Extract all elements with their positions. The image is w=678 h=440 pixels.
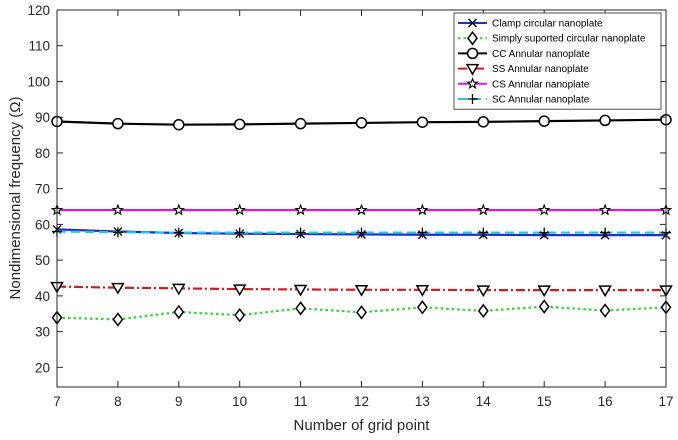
data-point-cc-annular-nanoplate-10 [233, 118, 246, 131]
data-point-simply-suported-circular-nanoplate-8 [112, 312, 124, 327]
y-tick-label: 110 [28, 39, 50, 54]
data-point-simply-suported-circular-nanoplate-14 [477, 303, 489, 319]
legend-marker-cc-annular-nanoplate [466, 47, 479, 60]
data-point-simply-suported-circular-nanoplate-12 [356, 305, 367, 320]
data-point-cs-annular-nanoplate-16 [598, 203, 612, 216]
x-tick-label: 9 [175, 394, 183, 409]
legend-label-cs-annular-nanoplate: CS Annular nanoplate [492, 79, 590, 90]
data-point-cc-annular-nanoplate-16 [599, 114, 611, 127]
data-point-simply-suported-circular-nanoplate-16 [599, 303, 611, 318]
data-point-simply-suported-circular-nanoplate-10 [234, 307, 246, 323]
y-tick-label: 100 [27, 74, 50, 89]
y-tick-label: 30 [35, 325, 50, 340]
data-point-cs-annular-nanoplate-10 [233, 203, 246, 216]
data-point-cc-annular-nanoplate-14 [477, 116, 490, 128]
data-point-ss-annular-nanoplate-11 [293, 284, 308, 297]
y-tick-label: 120 [27, 3, 50, 18]
y-tick-label: 70 [35, 182, 50, 197]
data-point-simply-suported-circular-nanoplate-15 [538, 299, 550, 314]
series-layer [50, 113, 673, 327]
data-point-cs-annular-nanoplate-12 [355, 203, 368, 216]
legend-label-simply-suported-circular-nanoplate: Simply suported circular nanoplate [492, 34, 646, 45]
data-point-sc-annular-nanoplate-13 [417, 227, 428, 238]
data-point-ss-annular-nanoplate-9 [171, 283, 186, 296]
data-point-ss-annular-nanoplate-14 [476, 285, 491, 298]
data-point-cc-annular-nanoplate-15 [538, 115, 550, 127]
x-tick-label: 8 [114, 394, 122, 409]
legend-marker-simply-suported-circular-nanoplate [467, 30, 478, 46]
data-point-simply-suported-circular-nanoplate-13 [416, 300, 428, 315]
data-point-cc-annular-nanoplate-12 [355, 117, 368, 129]
legend-label-cc-annular-nanoplate: CC Annular nanoplate [492, 49, 590, 60]
x-tick-label: 14 [476, 394, 492, 409]
data-point-sc-annular-nanoplate-10 [234, 227, 245, 238]
data-point-sc-annular-nanoplate-14 [478, 227, 489, 238]
data-point-cc-annular-nanoplate-11 [294, 117, 307, 130]
data-point-ss-annular-nanoplate-12 [354, 285, 369, 297]
legend-label-sc-annular-nanoplate: SC Annular nanoplate [492, 95, 590, 106]
x-axis-label: Number of grid point [294, 417, 431, 434]
data-point-cc-annular-nanoplate-9 [173, 118, 185, 131]
x-tick-label: 7 [53, 394, 61, 409]
data-point-sc-annular-nanoplate-15 [539, 227, 550, 238]
legend: Clamp circular nanoplate Simply suported … [453, 12, 662, 110]
x-tick-label: 11 [294, 394, 308, 409]
data-point-cs-annular-nanoplate-8 [111, 203, 125, 216]
x-tick-label: 10 [232, 394, 247, 409]
y-tick-label: 40 [35, 289, 50, 304]
legend-label-clamp-circular-nanoplate: Clamp circular nanoplate [492, 19, 603, 30]
data-point-sc-annular-nanoplate-16 [600, 227, 611, 238]
data-point-cs-annular-nanoplate-14 [477, 203, 490, 216]
legend-item-cc-annular-nanoplate: CC Annular nanoplate [458, 47, 590, 60]
legend-item-sc-annular-nanoplate: SC Annular nanoplate [458, 94, 590, 106]
data-point-simply-suported-circular-nanoplate-9 [173, 304, 185, 320]
data-point-cs-annular-nanoplate-15 [537, 203, 551, 216]
data-point-cc-annular-nanoplate-8 [112, 117, 124, 130]
legend-item-simply-suported-circular-nanoplate: Simply suported circular nanoplate [458, 30, 646, 46]
legend-item-clamp-circular-nanoplate: Clamp circular nanoplate [458, 19, 603, 30]
data-point-cs-annular-nanoplate-9 [172, 203, 186, 216]
y-tick-label: 20 [35, 360, 50, 375]
legend-marker-sc-annular-nanoplate [467, 94, 478, 104]
legend-item-ss-annular-nanoplate: SS Annular nanoplate [458, 63, 589, 76]
data-point-ss-annular-nanoplate-13 [415, 285, 430, 297]
data-point-cc-annular-nanoplate-13 [416, 116, 429, 128]
x-tick-label: 16 [598, 394, 613, 409]
data-point-sc-annular-nanoplate-12 [356, 227, 367, 238]
x-tick-label: 12 [354, 394, 369, 409]
data-point-ss-annular-nanoplate-15 [537, 285, 552, 298]
x-tick-label: 13 [415, 394, 430, 409]
y-tick-label: 60 [35, 217, 50, 232]
legend-marker-ss-annular-nanoplate [465, 63, 480, 76]
data-point-simply-suported-circular-nanoplate-11 [295, 301, 307, 316]
data-point-ss-annular-nanoplate-10 [232, 284, 247, 297]
data-point-sc-annular-nanoplate-9 [173, 227, 184, 238]
data-point-sc-annular-nanoplate-8 [112, 227, 123, 238]
data-point-cs-annular-nanoplate-11 [294, 203, 307, 216]
legend-box [453, 12, 662, 110]
y-tick-label: 80 [35, 146, 50, 161]
legend-marker-clamp-circular-nanoplate [468, 18, 477, 28]
series-line-sc-annular-nanoplate [56, 230, 666, 234]
data-point-cs-annular-nanoplate-13 [416, 203, 429, 216]
data-point-ss-annular-nanoplate-16 [598, 285, 612, 298]
series-sc-annular-nanoplate [52, 226, 671, 238]
y-tick-label: 50 [35, 253, 50, 268]
x-tick-label: 15 [537, 394, 552, 409]
legend-item-cs-annular-nanoplate: CS Annular nanoplate [458, 77, 590, 90]
x-tick-label: 17 [658, 394, 673, 409]
y-axis-label: Nondimensional frequency (Ω) [7, 97, 24, 300]
y-tick-label: 90 [35, 110, 50, 125]
legend-label-ss-annular-nanoplate: SS Annular nanoplate [492, 64, 589, 75]
legend-marker-cs-annular-nanoplate [466, 77, 479, 90]
series-cc-annular-nanoplate [51, 113, 672, 131]
data-point-ss-annular-nanoplate-8 [111, 282, 125, 295]
data-point-sc-annular-nanoplate-11 [295, 227, 306, 238]
